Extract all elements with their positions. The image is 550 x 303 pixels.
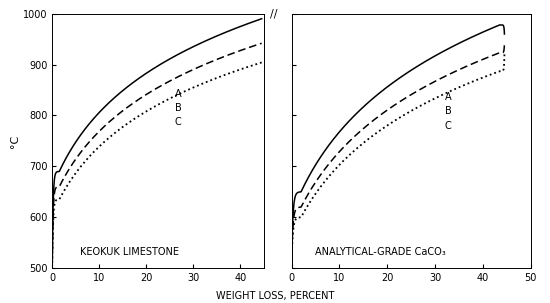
Y-axis label: °C: °C	[10, 134, 20, 148]
Text: C: C	[444, 121, 452, 131]
Text: A: A	[174, 89, 181, 99]
Text: B: B	[174, 103, 182, 113]
Text: B: B	[444, 106, 452, 116]
Text: KEOKUK LIMESTONE: KEOKUK LIMESTONE	[80, 247, 179, 257]
Text: //: //	[270, 8, 277, 19]
Text: A: A	[444, 92, 451, 102]
Text: ANALYTICAL-GRADE CaCO₃: ANALYTICAL-GRADE CaCO₃	[316, 247, 446, 257]
Text: C: C	[174, 117, 182, 127]
Text: WEIGHT LOSS, PERCENT: WEIGHT LOSS, PERCENT	[216, 291, 334, 301]
